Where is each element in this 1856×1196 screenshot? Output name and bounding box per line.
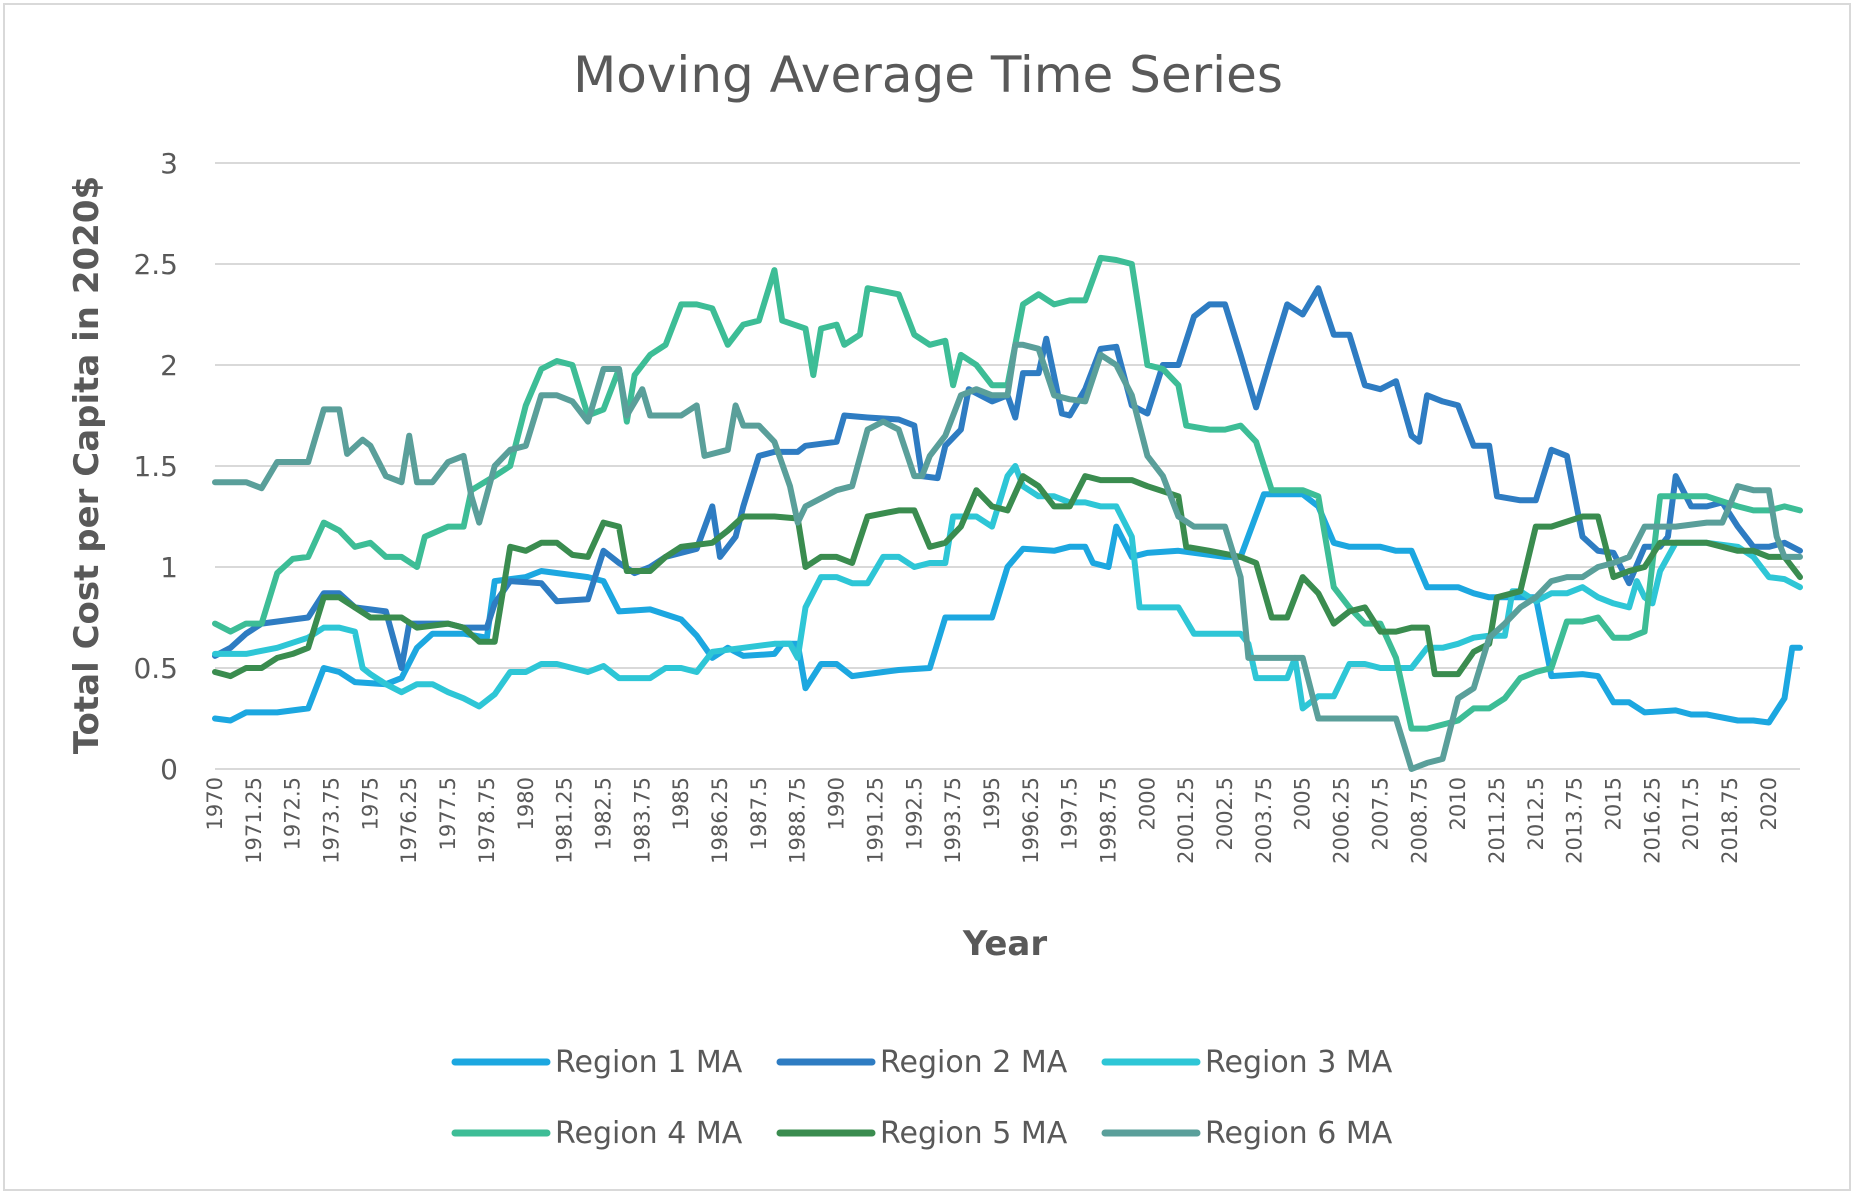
series-line-region-5: [212, 473, 1803, 680]
x-tick-label: 2000: [1135, 777, 1159, 830]
x-tick-label: 2001.25: [1174, 777, 1198, 864]
x-tick-label: 1990: [825, 777, 849, 830]
y-tick-label: 1.5: [133, 450, 178, 483]
x-tick-label: 2003.75: [1252, 777, 1276, 864]
x-axis-ticks: 1970 1971.25 1972.5 1973.75 1975 1976.25 1977.…: [203, 777, 1781, 864]
x-tick-label: 2010: [1446, 777, 1470, 830]
legend-label: Region 1 MA: [555, 1045, 743, 1080]
x-tick-label: 2015: [1602, 777, 1626, 830]
x-tick-label: 1983.75: [630, 777, 654, 864]
x-tick-label: 1985: [669, 777, 693, 830]
series-line-region-2: [212, 285, 1803, 671]
x-tick-label: 1982.5: [591, 777, 615, 850]
x-tick-label: 1987.5: [747, 777, 771, 850]
chart-title: Moving Average Time Series: [573, 46, 1283, 104]
series-lines: [212, 254, 1803, 772]
x-tick-label: 1971.25: [242, 777, 266, 864]
y-tick-label: 2.5: [133, 248, 178, 281]
x-tick-label: 1978.75: [475, 777, 499, 864]
x-tick-label: 2011.25: [1485, 777, 1509, 864]
x-tick-label: 2016.25: [1640, 777, 1664, 864]
legend-label: Region 5 MA: [880, 1116, 1068, 1151]
x-tick-label: 1977.5: [436, 777, 460, 850]
y-tick-label: 0.5: [133, 652, 178, 685]
x-tick-label: 2018.75: [1718, 777, 1742, 864]
y-axis-ticks: 0 0.5 1 1.5 2 2.5 3: [133, 147, 178, 786]
x-tick-label: 2006.25: [1330, 777, 1354, 864]
gridlines: [215, 162, 1800, 770]
x-tick-label: 1991.25: [863, 777, 887, 864]
x-tick-label: 2020: [1757, 777, 1781, 830]
series-line-region-4: [212, 254, 1803, 732]
legend-label: Region 4 MA: [555, 1116, 743, 1151]
x-tick-label: 1972.5: [281, 777, 305, 850]
x-tick-label: 2017.5: [1679, 777, 1703, 850]
x-axis-label: Year: [962, 924, 1048, 964]
legend-item: Region 3 MA: [1101, 1045, 1393, 1080]
x-tick-label: 1976.25: [397, 777, 421, 864]
x-tick-label: 1996.25: [1019, 777, 1043, 864]
x-tick-label: 1973.75: [320, 777, 344, 864]
x-tick-label: 1992.5: [902, 777, 926, 850]
legend-item: Region 1 MA: [451, 1045, 743, 1080]
x-tick-label: 2002.5: [1213, 777, 1237, 850]
legend-item: Region 4 MA: [451, 1116, 743, 1151]
x-tick-label: 1980: [514, 777, 538, 830]
legend: Region 1 MA Region 2 MA Region 3 MA Region …: [451, 1045, 1393, 1151]
x-tick-label: 2007.5: [1368, 777, 1392, 850]
x-tick-label: 1998.75: [1097, 777, 1121, 864]
legend-label: Region 3 MA: [1205, 1045, 1393, 1080]
y-axis-label: Total Cost per Capita in 2020$: [67, 176, 107, 754]
legend-item: Region 6 MA: [1101, 1116, 1393, 1151]
x-tick-label: 1975: [358, 777, 382, 830]
series-line-region-6: [212, 341, 1803, 772]
x-tick-label: 2008.75: [1407, 777, 1431, 864]
legend-label: Region 2 MA: [880, 1045, 1068, 1080]
x-tick-label: 1995: [980, 777, 1004, 830]
legend-label: Region 6 MA: [1205, 1116, 1393, 1151]
y-tick-label: 0: [160, 753, 178, 786]
x-tick-label: 2005: [1291, 777, 1315, 830]
y-tick-label: 1: [160, 551, 178, 584]
x-tick-label: 1981.25: [553, 777, 577, 864]
x-tick-label: 1986.25: [708, 777, 732, 864]
x-tick-label: 2013.75: [1563, 777, 1587, 864]
legend-item: Region 5 MA: [776, 1116, 1068, 1151]
x-tick-label: 1993.75: [941, 777, 965, 864]
x-tick-label: 2012.5: [1524, 777, 1548, 850]
y-tick-label: 2: [160, 349, 178, 382]
x-tick-label: 1988.75: [786, 777, 810, 864]
x-tick-label: 1997.5: [1058, 777, 1082, 850]
series-line-region-3: [212, 463, 1803, 712]
y-tick-label: 3: [160, 147, 178, 180]
legend-item: Region 2 MA: [776, 1045, 1068, 1080]
x-tick-label: 1970: [203, 777, 227, 830]
